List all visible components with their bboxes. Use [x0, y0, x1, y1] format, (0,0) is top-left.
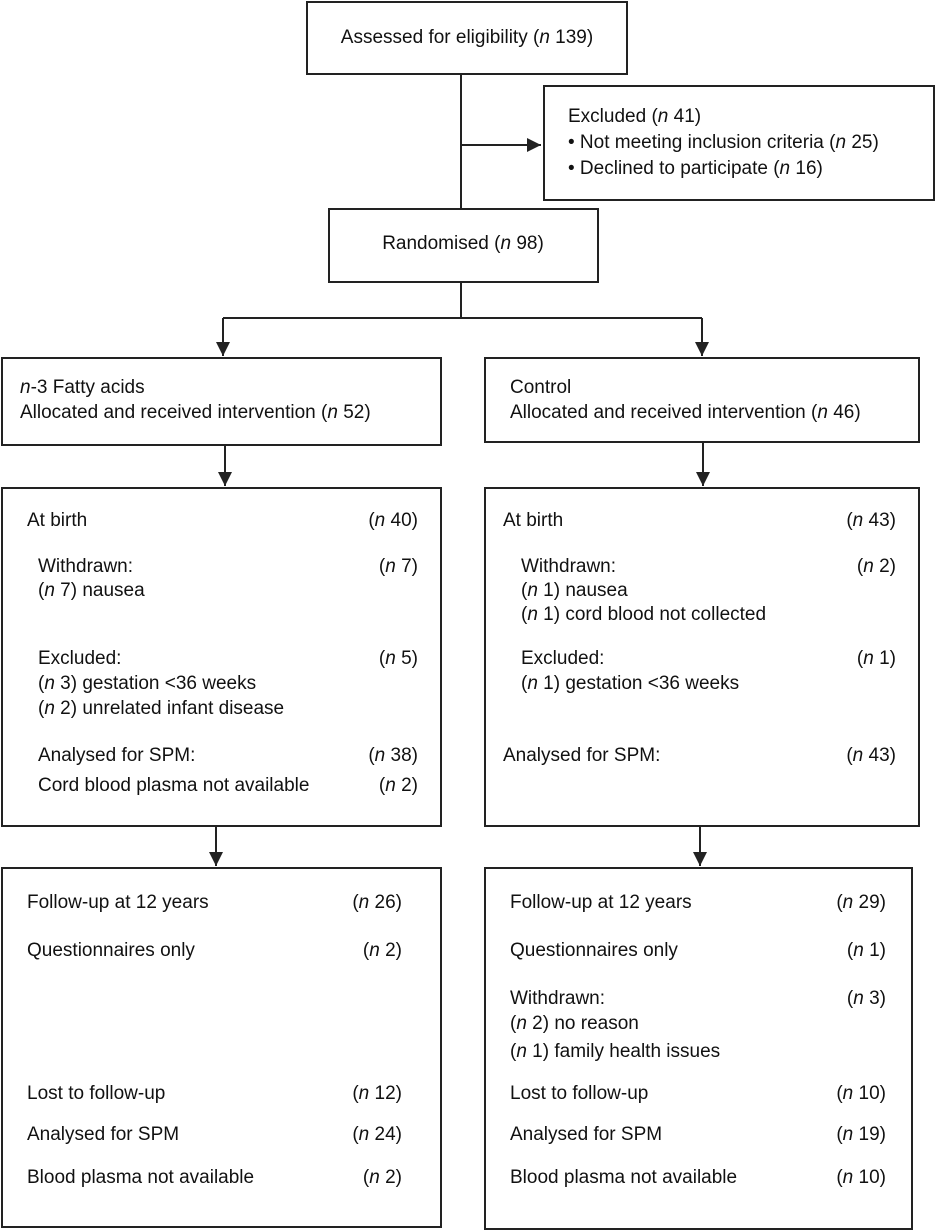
excluded-title: Excluded (n 41)	[568, 106, 702, 127]
followup-box	[484, 867, 913, 1230]
row-label: Analysed for SPM	[27, 1124, 180, 1145]
row-count: (n 1)	[846, 940, 886, 961]
row-count: (n 19)	[836, 1124, 886, 1145]
randomised-text: Randomised (n 98)	[382, 233, 544, 254]
row-count: (n 12)	[352, 1083, 402, 1104]
row-count: (n 2)	[378, 775, 418, 796]
row-label: Cord blood plasma not available	[38, 775, 310, 796]
allocation-box	[484, 357, 920, 443]
birth-box	[1, 487, 442, 827]
row-count: (n 3)	[846, 988, 886, 1009]
row-label: Blood plasma not available	[510, 1167, 738, 1188]
row-count: (n 1)	[856, 648, 896, 669]
arm-title: n-3 Fatty acids	[20, 377, 145, 398]
row-count: (n 2)	[362, 940, 402, 961]
arm-allocation: Allocated and received intervention (n 5…	[20, 402, 371, 423]
row-detail: (n 3) gestation <36 weeks	[38, 673, 257, 694]
row-label: Questionnaires only	[510, 940, 678, 961]
row-count: (n 7)	[378, 556, 418, 577]
row-count: (n 43)	[846, 745, 896, 766]
arm-title: Control	[510, 377, 572, 398]
excluded-box	[543, 85, 935, 201]
row-label: Withdrawn:	[521, 556, 617, 577]
row-count: (n 10)	[836, 1083, 886, 1104]
row-count: (n 24)	[352, 1124, 402, 1145]
randomised-box	[328, 208, 599, 283]
row-detail: (n 2) no reason	[510, 1013, 639, 1034]
row-label: Analysed for SPM:	[503, 745, 661, 766]
row-label: Excluded:	[38, 648, 122, 669]
row-label: Excluded:	[521, 648, 605, 669]
row-label: Blood plasma not available	[27, 1167, 255, 1188]
birth-box	[484, 487, 920, 827]
row-label: Lost to follow-up	[510, 1083, 649, 1104]
excluded-item: • Declined to participate (n 16)	[568, 158, 823, 179]
row-label: Withdrawn:	[510, 988, 606, 1009]
row-count: (n 43)	[846, 510, 896, 531]
row-detail: (n 2) unrelated infant disease	[38, 698, 285, 719]
row-count: (n 29)	[836, 892, 886, 913]
row-count: (n 2)	[856, 556, 896, 577]
row-label: Analysed for SPM:	[38, 745, 196, 766]
row-detail: (n 1) nausea	[521, 580, 628, 601]
row-count: (n 38)	[368, 745, 418, 766]
row-detail: (n 1) family health issues	[510, 1041, 721, 1062]
allocation-box	[1, 357, 442, 446]
row-detail: (n 1) gestation <36 weeks	[521, 673, 740, 694]
row-count: (n 5)	[378, 648, 418, 669]
followup-box	[1, 867, 442, 1228]
row-count: (n 10)	[836, 1167, 886, 1188]
row-label: At birth	[27, 510, 88, 531]
arm-allocation: Allocated and received intervention (n 4…	[510, 402, 861, 423]
row-label: Analysed for SPM	[510, 1124, 663, 1145]
row-label: Questionnaires only	[27, 940, 195, 961]
assessed-box	[306, 1, 628, 75]
row-label: Lost to follow-up	[27, 1083, 166, 1104]
row-label: Follow-up at 12 years	[510, 892, 692, 913]
row-detail: (n 7) nausea	[38, 580, 145, 601]
excluded-item: • Not meeting inclusion criteria (n 25)	[568, 132, 879, 153]
row-label: Follow-up at 12 years	[27, 892, 209, 913]
assessed-text: Assessed for eligibility (n 139)	[340, 27, 594, 48]
row-count: (n 2)	[362, 1167, 402, 1188]
row-detail: (n 1) cord blood not collected	[521, 604, 767, 625]
row-label: At birth	[503, 510, 564, 531]
row-count: (n 26)	[352, 892, 402, 913]
row-count: (n 40)	[368, 510, 418, 531]
row-label: Withdrawn:	[38, 556, 134, 577]
